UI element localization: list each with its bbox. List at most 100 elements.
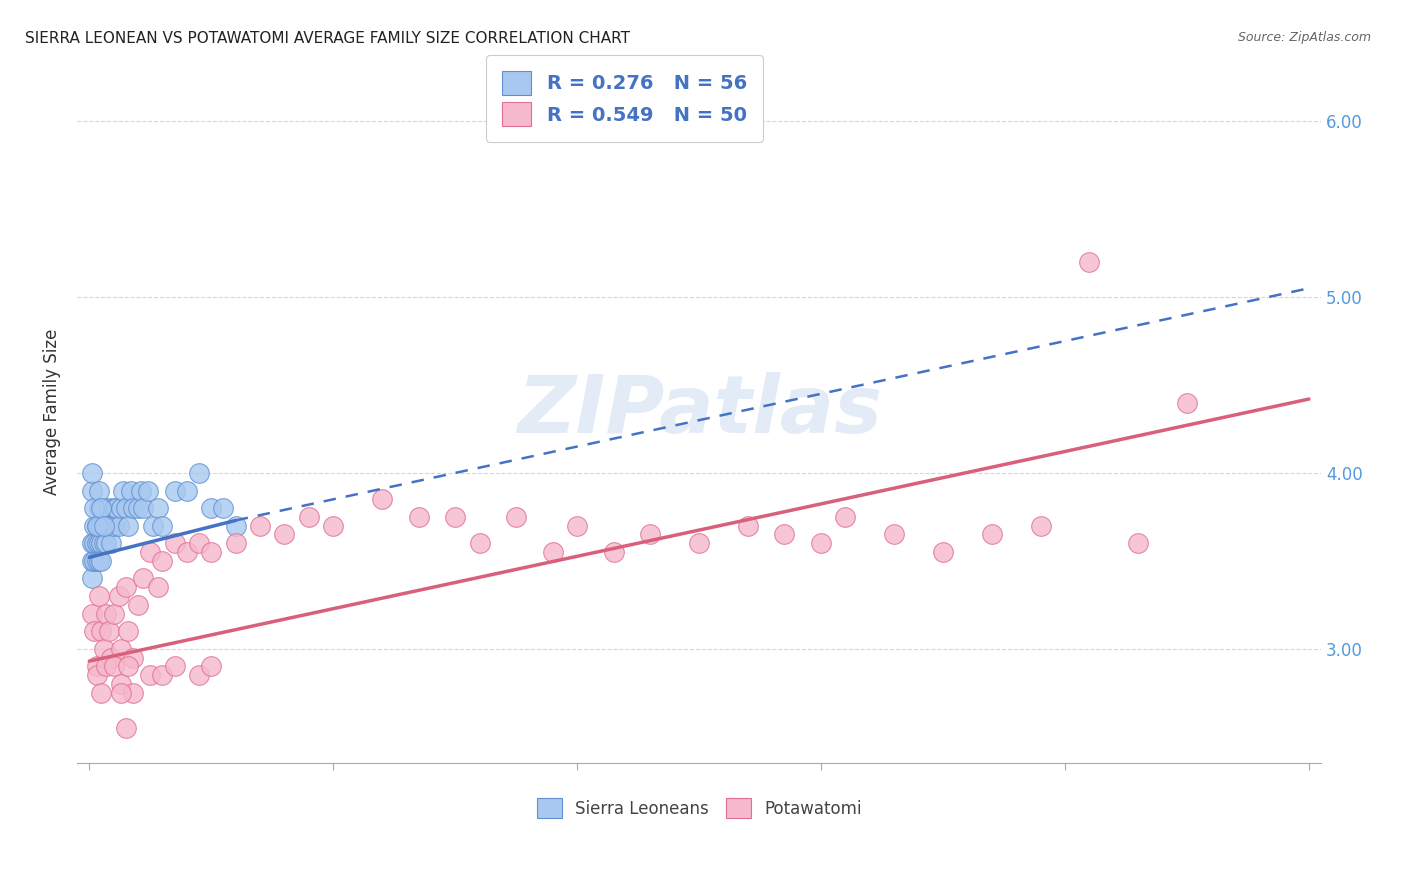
Point: [1078, 255, 1101, 269]
Point: [408, 509, 430, 524]
Point: [96, 518, 118, 533]
Point: [97, 624, 120, 639]
Point: [212, 501, 235, 516]
Point: [980, 527, 1002, 541]
Point: [103, 659, 125, 673]
Point: [86, 518, 108, 533]
Point: [120, 483, 142, 498]
Point: [468, 536, 491, 550]
Point: [87, 518, 110, 533]
Point: [107, 589, 129, 603]
Point: [100, 536, 122, 550]
Point: [80, 607, 103, 621]
Point: [200, 501, 222, 516]
Point: [103, 607, 125, 621]
Point: [112, 483, 135, 498]
Point: [932, 545, 955, 559]
Point: [249, 518, 271, 533]
Point: [122, 686, 145, 700]
Point: [139, 545, 162, 559]
Point: [152, 518, 174, 533]
Point: [107, 518, 129, 533]
Point: [80, 554, 103, 568]
Point: [129, 483, 152, 498]
Point: [1128, 536, 1150, 550]
Point: [117, 659, 139, 673]
Point: [188, 466, 211, 480]
Point: [86, 659, 108, 673]
Text: ZIPatlas: ZIPatlas: [516, 372, 882, 450]
Point: [83, 518, 105, 533]
Point: [298, 509, 321, 524]
Point: [83, 501, 105, 516]
Point: [444, 509, 467, 524]
Point: [96, 659, 118, 673]
Point: [96, 607, 118, 621]
Point: [90, 518, 112, 533]
Point: [322, 518, 344, 533]
Point: [110, 677, 132, 691]
Point: [127, 598, 149, 612]
Point: [93, 501, 115, 516]
Point: [136, 483, 159, 498]
Point: [200, 659, 222, 673]
Text: SIERRA LEONEAN VS POTAWATOMI AVERAGE FAMILY SIZE CORRELATION CHART: SIERRA LEONEAN VS POTAWATOMI AVERAGE FAM…: [25, 31, 630, 46]
Point: [200, 545, 222, 559]
Point: [163, 483, 186, 498]
Point: [122, 501, 145, 516]
Point: [86, 554, 108, 568]
Point: [103, 518, 125, 533]
Point: [80, 536, 103, 550]
Point: [110, 501, 132, 516]
Point: [90, 501, 112, 516]
Point: [132, 571, 155, 585]
Point: [127, 501, 149, 516]
Point: [640, 527, 662, 541]
Point: [93, 518, 115, 533]
Point: [810, 536, 832, 550]
Point: [273, 527, 295, 541]
Point: [541, 545, 564, 559]
Text: Source: ZipAtlas.com: Source: ZipAtlas.com: [1237, 31, 1371, 45]
Point: [176, 545, 198, 559]
Point: [87, 501, 110, 516]
Point: [86, 536, 108, 550]
Point: [86, 668, 108, 682]
Point: [80, 483, 103, 498]
Point: [110, 686, 132, 700]
Point: [87, 483, 110, 498]
Point: [142, 518, 165, 533]
Point: [97, 518, 120, 533]
Point: [188, 536, 211, 550]
Point: [1029, 518, 1052, 533]
Point: [103, 501, 125, 516]
Point: [122, 650, 145, 665]
Point: [176, 483, 198, 498]
Point: [737, 518, 759, 533]
Point: [80, 466, 103, 480]
Point: [93, 518, 115, 533]
Point: [132, 501, 155, 516]
Point: [565, 518, 588, 533]
Point: [100, 650, 122, 665]
Point: [93, 641, 115, 656]
Legend: Sierra Leoneans, Potawatomi: Sierra Leoneans, Potawatomi: [530, 791, 868, 825]
Point: [96, 536, 118, 550]
Point: [87, 536, 110, 550]
Point: [115, 721, 138, 735]
Point: [115, 580, 138, 594]
Point: [146, 501, 169, 516]
Y-axis label: Average Family Size: Average Family Size: [44, 328, 60, 494]
Point: [80, 571, 103, 585]
Point: [105, 501, 128, 516]
Point: [773, 527, 796, 541]
Point: [146, 580, 169, 594]
Point: [83, 554, 105, 568]
Point: [163, 659, 186, 673]
Point: [834, 509, 856, 524]
Point: [90, 554, 112, 568]
Point: [225, 518, 247, 533]
Point: [152, 554, 174, 568]
Point: [163, 536, 186, 550]
Point: [90, 624, 112, 639]
